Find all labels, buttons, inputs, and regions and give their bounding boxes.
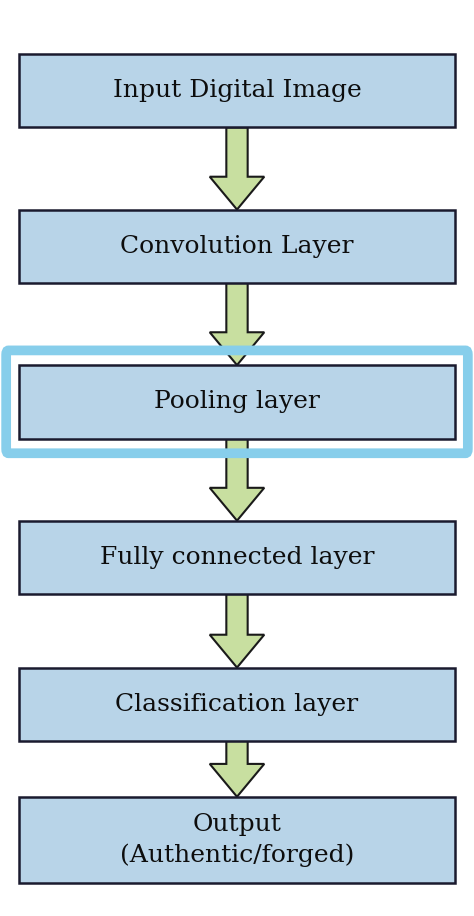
FancyBboxPatch shape — [19, 520, 455, 594]
FancyBboxPatch shape — [19, 797, 455, 883]
Text: Output
(Authentic/forged): Output (Authentic/forged) — [120, 813, 354, 867]
Text: Pooling layer: Pooling layer — [154, 390, 320, 413]
FancyArrow shape — [210, 439, 264, 520]
FancyBboxPatch shape — [19, 365, 455, 439]
FancyArrow shape — [210, 741, 264, 797]
Text: Classification layer: Classification layer — [116, 692, 358, 715]
FancyBboxPatch shape — [19, 668, 455, 741]
FancyBboxPatch shape — [19, 54, 455, 127]
Text: Fully connected layer: Fully connected layer — [100, 546, 374, 569]
Text: Convolution Layer: Convolution Layer — [120, 234, 354, 257]
FancyBboxPatch shape — [19, 210, 455, 283]
FancyArrow shape — [210, 283, 264, 365]
FancyArrow shape — [210, 127, 264, 210]
Text: Input Digital Image: Input Digital Image — [113, 80, 361, 103]
FancyArrow shape — [210, 594, 264, 668]
